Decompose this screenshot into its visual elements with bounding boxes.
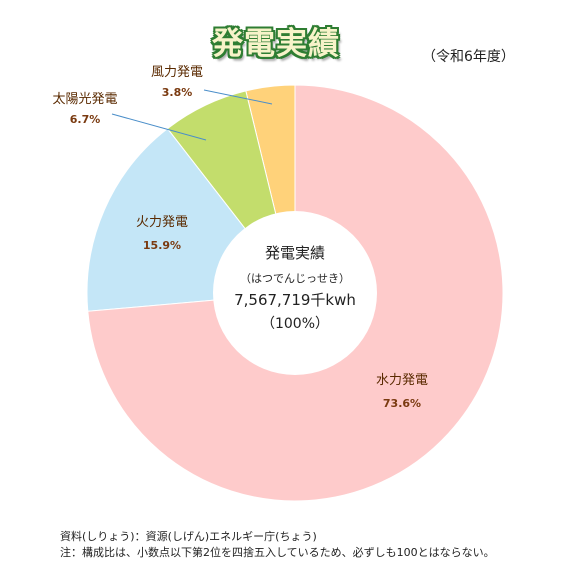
slice-label-solar: 太陽光発電 6.7%: [52, 92, 117, 126]
leader-lines: [111, 89, 273, 141]
center-percent: （100%）: [261, 316, 329, 332]
slice-label-thermal: 火力発電 15.9%: [136, 215, 188, 252]
slice-value-solar: 6.7%: [70, 113, 101, 126]
chart-title: 発電実績: [212, 26, 340, 62]
center-reading: （はつでんじっせき）: [240, 272, 350, 285]
leader-line-solar: [111, 113, 207, 141]
slice-value-hydro: 73.6%: [383, 397, 421, 410]
slice-value-thermal: 15.9%: [143, 239, 181, 252]
slice-label-hydro: 水力発電 73.6%: [376, 373, 428, 410]
leader-line-wind: [203, 89, 273, 105]
chart-subtitle: （令和6年度）: [422, 49, 515, 65]
slice-name-wind: 風力発電: [151, 65, 203, 80]
slice-label-wind: 風力発電 3.8%: [151, 65, 203, 99]
center-total: 7,567,719千kwh: [234, 291, 356, 309]
slice-value-wind: 3.8%: [162, 86, 193, 99]
footnote-source: 資料(しりょう)：資源(しげん)エネルギー庁(ちょう): [60, 530, 317, 543]
footnote-note: 注：構成比は、小数点以下第2位を四捨五入しているため、必ずしも100とはならない…: [60, 546, 495, 559]
slice-name-thermal: 火力発電: [136, 215, 188, 230]
center-title: 発電実績: [265, 244, 325, 262]
slice-name-hydro: 水力発電: [376, 373, 428, 388]
donut-hole: [213, 211, 377, 375]
slice-name-solar: 太陽光発電: [52, 92, 117, 107]
